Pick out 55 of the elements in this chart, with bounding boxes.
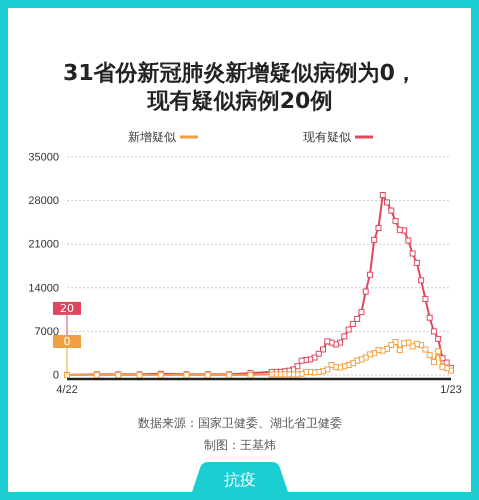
- point: [401, 340, 408, 346]
- point: [418, 277, 424, 284]
- x-tick-label: 4/22: [56, 384, 78, 396]
- point: [341, 333, 348, 340]
- point: [388, 208, 394, 214]
- chart-title: 31省份新冠肺炎新增疑似病例为0，现有疑似病例20例: [63, 60, 417, 114]
- point: [358, 309, 364, 316]
- text: 抗疫: [224, 470, 256, 489]
- y-tick-label: 35000: [28, 152, 59, 164]
- point: [439, 364, 446, 370]
- point: [430, 358, 437, 365]
- point: [435, 348, 442, 354]
- point: [426, 314, 433, 321]
- point: [366, 272, 373, 278]
- point: [346, 326, 352, 333]
- point: [380, 192, 386, 198]
- point: [410, 250, 416, 257]
- point: [422, 296, 428, 302]
- point: [414, 260, 420, 266]
- point: [350, 320, 356, 327]
- point: [392, 218, 399, 224]
- data-label: 20: [60, 302, 74, 315]
- point: [324, 338, 330, 344]
- point: [294, 363, 300, 370]
- point: [430, 328, 437, 334]
- point: [435, 336, 442, 342]
- point: [396, 347, 403, 354]
- point: [405, 237, 412, 244]
- point: [371, 236, 378, 243]
- data-label: 0: [64, 335, 70, 348]
- legend-label: 新增疑似: [128, 130, 176, 144]
- point: [375, 347, 382, 354]
- point: [410, 343, 416, 350]
- y-tick-label: 28000: [28, 195, 59, 208]
- y-tick-label: 0: [52, 370, 59, 382]
- point: [298, 358, 305, 364]
- y-tick-label: 14000: [28, 282, 59, 294]
- point: [354, 316, 360, 322]
- point: [384, 199, 390, 206]
- point: [375, 225, 382, 232]
- point: [388, 342, 394, 348]
- point: [426, 352, 433, 358]
- point: [422, 346, 428, 352]
- source-note: 数据来源：国家卫健委、湖北省卫健委: [138, 416, 342, 430]
- x-tick-label: 1/23: [440, 384, 462, 396]
- point: [366, 351, 373, 358]
- y-tick-label: 7000: [34, 326, 59, 338]
- point: [328, 362, 335, 368]
- point: [320, 346, 326, 352]
- legend-label: 现有疑似: [303, 130, 351, 144]
- point: [396, 226, 403, 233]
- point: [362, 288, 369, 295]
- y-tick-label: 21000: [28, 238, 59, 251]
- text: 制图：王基炜: [204, 438, 276, 452]
- point: [268, 371, 275, 378]
